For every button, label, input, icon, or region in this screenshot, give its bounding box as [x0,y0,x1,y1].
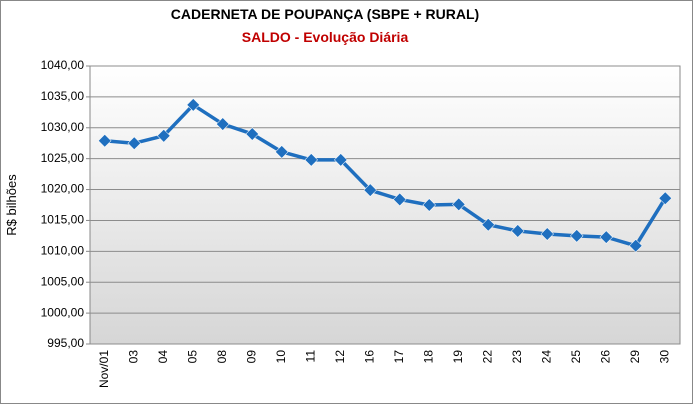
data-point [422,198,436,212]
data-point [334,153,348,167]
x-tick-label: 30 [657,350,671,364]
chart-subtitle: SALDO - Evolução Diária [242,29,409,45]
data-point [629,239,643,253]
data-point [275,145,289,159]
x-tick-label: 09 [244,350,258,364]
y-tick-label: 1015,00 [41,213,85,227]
plot-area [89,65,681,345]
x-tick-label: 10 [274,350,288,364]
y-axis-label: R$ bilhões [4,174,19,236]
data-point [127,136,141,150]
x-tick-label: 17 [392,350,406,364]
y-tick-label: 1035,00 [41,89,85,103]
y-tick-label: 1040,00 [41,58,85,72]
y-tick-label: 1010,00 [41,244,85,258]
y-tick-label: 1000,00 [41,305,85,319]
data-point [304,153,318,167]
y-tick-label: 995,00 [47,336,84,350]
data-point [511,224,525,238]
x-tick-label: 18 [421,350,435,364]
x-tick-label: 03 [126,350,140,364]
x-tick-label: 08 [215,350,229,364]
y-tick-label: 1005,00 [41,274,85,288]
data-point [452,197,466,212]
x-tick-label: 24 [539,350,553,364]
x-tick-label: 11 [303,350,317,363]
x-tick-label: 12 [333,350,347,364]
data-point [245,127,259,141]
data-point [540,227,554,241]
x-tick-label: 05 [185,350,199,364]
data-point [570,229,584,243]
x-tick-label: 19 [451,350,465,364]
data-point [599,230,613,244]
x-tick-label: 22 [480,350,494,364]
x-tick-label: 26 [598,350,612,364]
data-point [363,183,377,197]
x-tick-label: Nov/01 [97,350,111,388]
x-tick-label: 16 [362,350,376,364]
data-point [186,98,200,112]
y-tick-label: 1025,00 [41,151,85,165]
data-point [658,191,672,205]
x-tick-label: 29 [628,350,642,364]
data-point [157,129,171,143]
data-point [481,218,495,232]
data-point [216,117,230,131]
x-tick-label: 23 [510,350,524,364]
y-tick-label: 1030,00 [41,120,85,134]
x-tick-label: 04 [156,350,170,364]
x-tick-label: 25 [569,350,583,364]
chart-title: CADERNETA DE POUPANÇA (SBPE + RURAL) [171,6,479,22]
data-point [393,192,407,207]
y-tick-label: 1020,00 [41,182,85,196]
data-point [98,134,112,148]
